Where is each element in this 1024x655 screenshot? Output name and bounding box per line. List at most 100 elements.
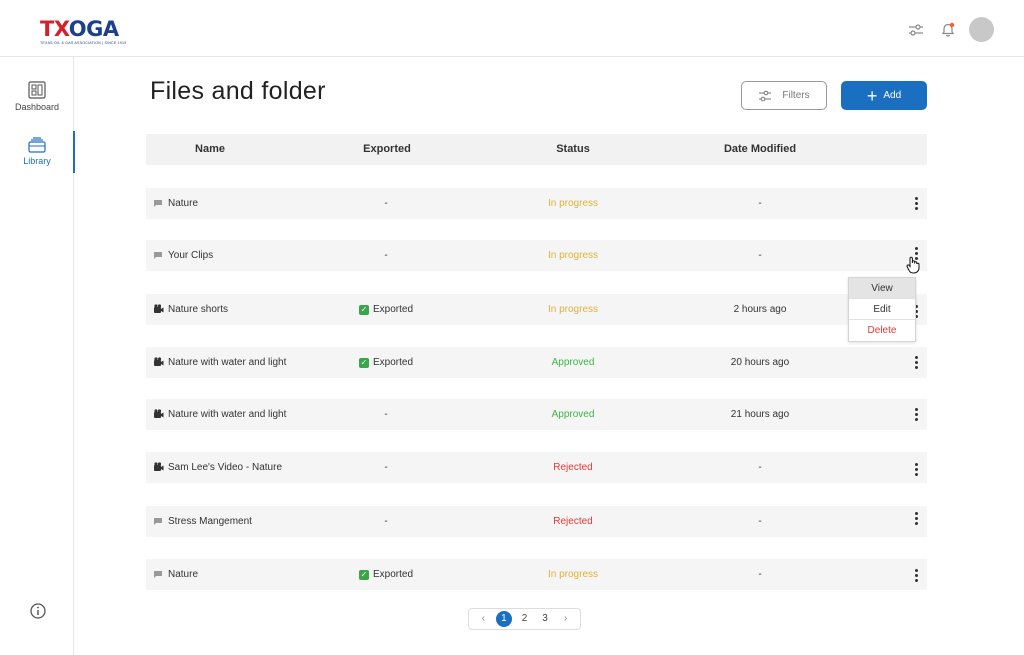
logo-tagline: TEXAS OIL & GAS ASSOCIATION | SINCE 1919: [40, 41, 127, 45]
date-modified: -: [758, 198, 762, 209]
file-name[interactable]: Nature: [168, 569, 199, 580]
row-context-menu: View Edit Delete: [848, 277, 916, 342]
status-badge: Approved: [551, 357, 595, 368]
exported-cell: -: [336, 188, 436, 219]
table-row[interactable]: Sam Lee's Video - Nature - Rejected -: [146, 452, 927, 483]
exported-cell: ✓ Exported: [336, 559, 436, 590]
filter-sliders-icon: [759, 90, 772, 101]
hand-cursor-icon: [906, 256, 920, 274]
status-badge: In progress: [547, 569, 599, 580]
info-icon[interactable]: [29, 602, 47, 620]
exported-cell: -: [336, 240, 436, 271]
user-avatar[interactable]: [969, 17, 994, 42]
settings-sliders-icon[interactable]: [905, 19, 927, 41]
column-header-exported[interactable]: Exported: [363, 143, 411, 155]
file-name[interactable]: Nature: [168, 198, 199, 209]
top-bar: TXOGA TEXAS OIL & GAS ASSOCIATION | SINC…: [0, 0, 1024, 57]
txoga-logo[interactable]: TXOGA TEXAS OIL & GAS ASSOCIATION | SINC…: [40, 18, 128, 46]
date-modified: -: [758, 462, 762, 473]
more-options-kebab-icon[interactable]: [908, 454, 924, 485]
page-title: Files and folder: [150, 77, 326, 105]
exported-value: -: [384, 409, 388, 420]
file-name[interactable]: Nature with water and light: [168, 357, 287, 368]
check-icon: ✓: [358, 357, 369, 368]
exported-value: Exported: [372, 304, 414, 315]
more-options-kebab-icon[interactable]: [908, 560, 924, 591]
sidebar-item-label: Library: [23, 156, 51, 166]
video-camera-icon: [153, 357, 164, 368]
sidebar-item-label: Dashboard: [14, 102, 60, 112]
exported-value: -: [384, 250, 388, 261]
more-options-kebab-icon[interactable]: [908, 347, 924, 378]
table-row[interactable]: Nature ✓ Exported In progress -: [146, 559, 927, 590]
table-row[interactable]: Nature with water and light ✓ Exported Appr…: [146, 347, 927, 378]
sidebar-item-library[interactable]: Library: [0, 131, 75, 173]
table-row[interactable]: Nature - In progress -: [146, 188, 927, 219]
logo-text-tx: TX: [40, 17, 69, 41]
next-page-chevron-icon[interactable]: ›: [564, 613, 568, 624]
folder-icon: [153, 198, 164, 209]
notification-bell-icon[interactable]: [937, 19, 959, 41]
file-name[interactable]: Your Clips: [168, 250, 214, 261]
plus-icon: +: [866, 85, 878, 106]
menu-item-edit[interactable]: Edit: [849, 299, 915, 320]
status-badge: Rejected: [553, 516, 593, 527]
file-name[interactable]: Stress Mangement: [168, 516, 252, 527]
more-options-kebab-icon[interactable]: [908, 188, 924, 219]
more-options-kebab-icon[interactable]: [908, 399, 924, 430]
column-header-date-modified[interactable]: Date Modified: [723, 143, 797, 155]
table-row[interactable]: Your Clips - In progress -: [146, 240, 927, 271]
status-badge: In progress: [547, 198, 599, 209]
exported-value: -: [384, 516, 388, 527]
exported-cell: -: [336, 452, 436, 483]
more-options-kebab-icon[interactable]: [908, 296, 924, 327]
date-modified: 2 hours ago: [733, 304, 787, 315]
page-2-button[interactable]: 2: [521, 613, 528, 624]
table-row[interactable]: Stress Mangement - Rejected -: [146, 506, 927, 537]
exported-cell: ✓ Exported: [336, 294, 436, 325]
more-options-kebab-icon[interactable]: [908, 503, 924, 534]
date-modified: -: [758, 569, 762, 580]
table-row[interactable]: Nature shorts ✓ Exported In progress 2 hours…: [146, 294, 927, 325]
folder-icon: [153, 516, 164, 527]
prev-page-chevron-icon[interactable]: ‹: [481, 613, 485, 624]
column-header-status[interactable]: Status: [556, 143, 590, 155]
video-camera-icon: [153, 304, 164, 315]
table-row[interactable]: Nature with water and light - Approved 21 h…: [146, 399, 927, 430]
add-button[interactable]: + Add: [841, 81, 927, 110]
status-badge: In progress: [547, 304, 599, 315]
page-3-button[interactable]: 3: [542, 613, 548, 624]
page-1-button[interactable]: 1: [495, 611, 512, 627]
sidebar: Dashboard Library: [0, 57, 75, 655]
video-camera-icon: [153, 462, 164, 473]
exported-cell: -: [336, 399, 436, 430]
exported-value: Exported: [372, 357, 414, 368]
date-modified: 21 hours ago: [730, 409, 790, 420]
more-options-kebab-icon[interactable]: [908, 238, 924, 269]
file-name[interactable]: Sam Lee's Video - Nature: [168, 462, 283, 473]
column-header-name[interactable]: Name: [195, 143, 225, 155]
check-icon: ✓: [358, 569, 369, 580]
add-label: Add: [883, 90, 902, 101]
top-actions: [905, 17, 994, 42]
pagination: ‹ 1 2 3 ›: [468, 608, 581, 630]
library-icon: [28, 137, 46, 153]
filters-button[interactable]: Filters: [741, 81, 827, 110]
date-modified: -: [758, 250, 762, 261]
menu-item-delete[interactable]: Delete: [867, 325, 897, 336]
sidebar-item-dashboard[interactable]: Dashboard: [0, 81, 74, 112]
exported-value: Exported: [372, 569, 414, 580]
exported-value: -: [384, 462, 388, 473]
exported-cell: -: [336, 506, 436, 537]
filters-label: Filters: [782, 90, 810, 101]
menu-item-view[interactable]: View: [849, 278, 915, 299]
table-header: Name Exported Status Date Modified: [146, 134, 927, 165]
file-name[interactable]: Nature shorts: [168, 304, 229, 315]
exported-value: -: [384, 198, 388, 209]
status-badge: Rejected: [553, 462, 593, 473]
folder-icon: [153, 250, 164, 261]
status-badge: In progress: [547, 250, 599, 261]
folder-icon: [153, 569, 164, 580]
dashboard-icon: [28, 81, 46, 99]
file-name[interactable]: Nature with water and light: [168, 409, 287, 420]
